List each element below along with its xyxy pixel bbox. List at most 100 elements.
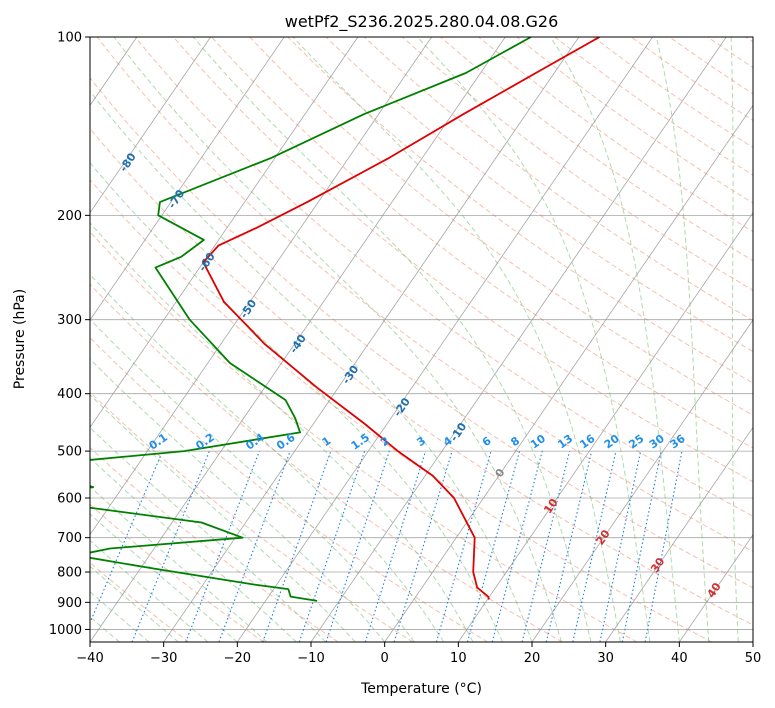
mixing-ratio-line <box>491 450 543 642</box>
mixing-ratio-line <box>466 450 521 642</box>
mixing-ratio-line <box>393 450 453 642</box>
dry-adiabat <box>90 446 339 642</box>
warm-isotherm-label: 10 <box>541 496 561 516</box>
mixing-ratio-lines <box>90 450 683 642</box>
dry-adiabat <box>592 37 753 149</box>
sounding-series <box>90 37 600 602</box>
dry-adiabat <box>440 37 753 262</box>
moist-adiabats <box>90 37 739 642</box>
mixing-ratio-line <box>572 450 617 642</box>
mixing-ratio-label: 30 <box>647 432 667 452</box>
dry-adiabat <box>211 37 753 449</box>
dry-adiabat <box>90 231 638 642</box>
moist-adiabat <box>550 37 680 642</box>
x-axis: −40 −30 −20 −10 0 10 20 30 40 50 <box>76 642 761 666</box>
dry-adiabat <box>287 37 753 384</box>
temperature-profile-line <box>202 37 600 600</box>
mixing-ratio-label: 36 <box>668 432 688 452</box>
mixing-ratio-line <box>185 450 260 642</box>
y-axis-label: Pressure (hPa) <box>12 289 28 389</box>
dry-adiabat <box>401 37 753 291</box>
isotherm-line <box>90 37 211 214</box>
dry-adiabat <box>90 127 753 626</box>
mixing-ratio-line <box>364 450 427 642</box>
moist-adiabat <box>90 426 327 642</box>
dewpoint-profile-line <box>90 37 532 602</box>
isotherm-label: -30 <box>340 363 362 387</box>
x-tick-label: −30 <box>150 651 177 666</box>
isotherm-line <box>163 37 580 642</box>
mixing-ratio-line <box>298 450 366 642</box>
moist-adiabat <box>90 90 533 642</box>
y-tick-label: 300 <box>57 313 82 328</box>
mixing-ratio-line <box>621 450 662 642</box>
dry-adiabat <box>669 37 753 95</box>
isotherm-label: -20 <box>391 395 413 419</box>
isotherm-line <box>605 426 753 642</box>
dry-adiabats <box>90 37 753 642</box>
moist-adiabat <box>655 37 710 642</box>
x-tick-label: 50 <box>745 651 762 666</box>
mixing-ratio-label: 3 <box>414 434 428 449</box>
mixing-ratio-label: 0.4 <box>243 431 267 453</box>
moist-adiabat <box>113 37 562 642</box>
dry-adiabat <box>363 37 753 322</box>
isotherm-line <box>237 37 653 642</box>
isotherm-label: -50 <box>237 297 259 321</box>
dry-adiabat <box>745 37 753 43</box>
chart-title: wetPf2_S236.2025.280.04.08.G26 <box>285 12 559 32</box>
dry-adiabat <box>90 179 712 642</box>
mixing-ratio-line <box>521 450 571 642</box>
mixing-ratio-line <box>545 450 593 642</box>
isotherm-line <box>458 211 753 642</box>
mixing-ratio-line <box>262 450 332 642</box>
x-tick-label: 30 <box>597 651 614 666</box>
dry-adiabat <box>90 283 563 642</box>
x-tick-label: −10 <box>297 651 324 666</box>
isotherm-line <box>752 641 753 642</box>
mixing-ratio-label: 25 <box>626 432 646 451</box>
moist-adiabat <box>292 37 621 642</box>
mixing-ratio-line <box>90 450 164 625</box>
moist-adiabat <box>90 318 415 642</box>
y-tick-label: 200 <box>57 209 82 224</box>
x-tick-label: −20 <box>224 651 251 666</box>
isotherm-label: -80 <box>117 150 139 174</box>
y-tick-label: 500 <box>57 445 82 460</box>
x-tick-label: −40 <box>76 651 103 666</box>
moist-adiabat <box>416 37 651 642</box>
isotherm-line <box>0 37 63 642</box>
mixing-ratio-label: 6 <box>480 434 494 449</box>
y-tick-label: 400 <box>57 387 82 402</box>
line-labels: -100-90-80-70-60-50-40-30-20-10010203040… <box>73 107 724 600</box>
isotherm-line <box>90 37 285 321</box>
isotherm-line <box>90 37 359 429</box>
moist-adiabat <box>90 539 209 642</box>
dry-adiabat <box>249 37 753 416</box>
x-axis-label: Temperature (°C) <box>360 681 482 697</box>
x-tick-label: 40 <box>671 651 688 666</box>
isotherm-line <box>679 533 753 642</box>
dry-adiabat <box>90 336 488 642</box>
y-tick-label: 1000 <box>49 623 82 638</box>
y-tick-label: 800 <box>57 566 82 581</box>
pressure-gridlines <box>90 37 753 630</box>
warm-isotherm-label: 20 <box>593 527 613 547</box>
plot-frame <box>89 36 754 643</box>
mixing-ratio-line <box>435 450 492 642</box>
mixing-ratio-label: 20 <box>602 432 622 452</box>
moist-adiabat <box>730 37 739 642</box>
mixing-ratio-label: 10 <box>528 432 548 452</box>
x-tick-label: 20 <box>524 651 541 666</box>
mixing-ratio-line <box>599 450 642 642</box>
dry-adiabat <box>90 561 190 642</box>
y-tick-label: 100 <box>57 31 82 46</box>
y-axis: 1000 900 800 700 600 500 400 300 200 100 <box>49 31 90 638</box>
x-tick-label: 10 <box>450 651 467 666</box>
isotherm-label: -70 <box>165 187 187 211</box>
mixing-ratio-line <box>644 450 683 642</box>
isotherm-label: -90 <box>73 107 95 131</box>
mixing-ratio-label: 16 <box>577 432 597 452</box>
dry-adiabat <box>134 37 753 517</box>
